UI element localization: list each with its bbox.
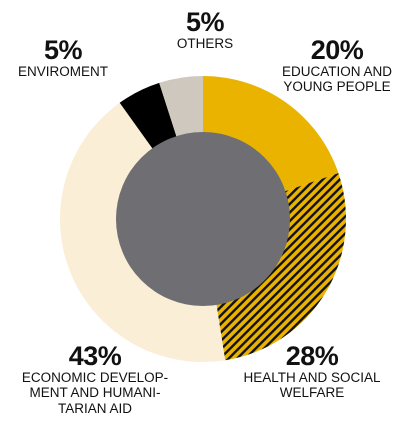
education-text-line1: EDUCATION AND — [281, 64, 392, 80]
environment-text: ENVIROMENT — [17, 64, 108, 80]
environment-percent: 5% — [43, 35, 83, 65]
label-health: 28% HEALTH AND SOCIAL WELFARE — [222, 342, 402, 401]
health-text-line2: WELFARE — [279, 385, 345, 401]
others-text: OTHERS — [176, 36, 234, 52]
label-others: 5% OTHERS — [150, 7, 260, 52]
economic-text-line3: TARIAN AID — [57, 400, 132, 416]
education-percent: 20% — [310, 35, 364, 65]
label-economic: 43% ECONOMIC DEVELOP- MENT AND HUMANI- T… — [0, 342, 190, 416]
health-percent: 28% — [285, 341, 339, 371]
economic-text-line2: MENT AND HUMANI- — [29, 385, 161, 401]
economic-text-line1: ECONOMIC DEVELOP- — [21, 370, 169, 386]
economic-percent: 43% — [68, 341, 122, 371]
education-text-line2: YOUNG PEOPLE — [283, 79, 391, 95]
others-percent: 5% — [185, 7, 225, 37]
donut-center-disc — [116, 132, 290, 306]
health-text-line1: HEALTH AND SOCIAL — [243, 370, 381, 386]
label-environment: 5% ENVIROMENT — [4, 35, 122, 80]
label-education: 20% EDUCATION AND YOUNG PEOPLE — [262, 36, 406, 95]
